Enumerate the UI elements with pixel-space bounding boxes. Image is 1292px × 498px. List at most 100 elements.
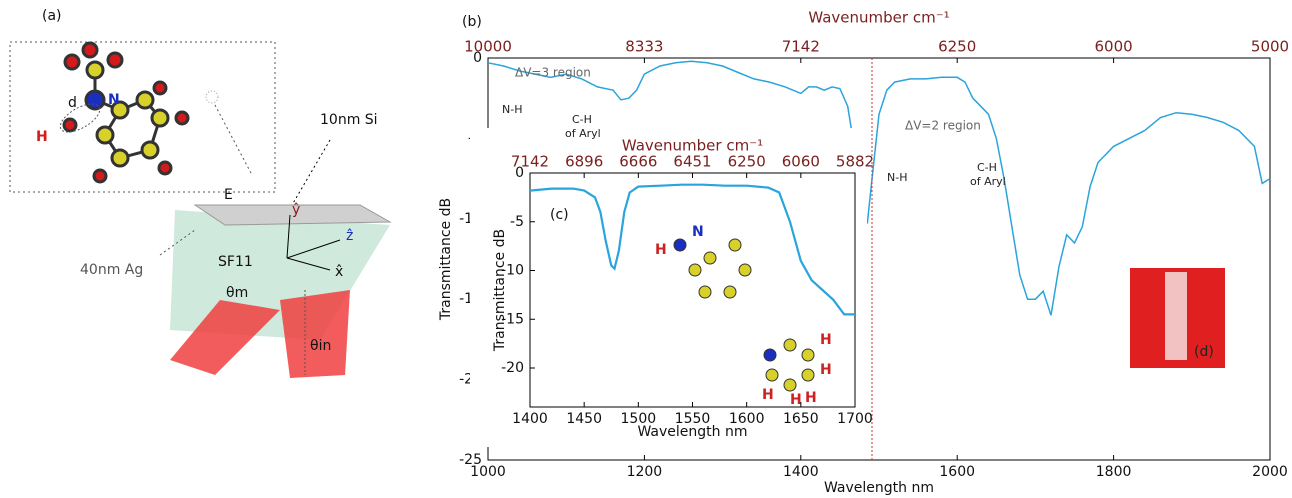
atom-label: H [762,387,774,403]
atom [783,338,797,352]
molecule [673,238,815,392]
atom [765,368,779,382]
pointer [159,229,196,256]
atom-label: H [805,390,817,406]
pointer [291,139,331,206]
axis-label: ẑ [346,228,353,244]
atom-label: H [36,129,48,145]
x2-tick-label: 6666 [619,153,657,171]
layer-label: 40nm Ag [80,262,143,278]
x-tick-label: 2000 [1252,464,1288,480]
y-tick-label: 0 [515,165,524,181]
axis-label: ŷ [292,202,300,218]
annotation: N-H [502,103,522,116]
x-tick-label: 1650 [783,411,819,427]
annotations: ΔV=3 region N-H C-H of Aryl ΔV=2 region … [502,58,1225,460]
x-axis-label: Wavelength nm [637,424,747,440]
line-series [529,183,855,316]
y-tick-label: -20 [501,360,524,376]
panel-label: (c) [550,207,569,223]
inset-chart: 1400 1450 1500 1550 1600 1650 1700 7142 6896 6666… [470,128,874,447]
atom [738,263,752,277]
annotation: ΔV=2 region [905,119,981,133]
atom [673,238,687,252]
bond-ellipse [59,103,101,133]
angle-label: θm [226,285,248,301]
annotation: of Aryl [565,127,601,140]
x-tick-label: 1600 [939,464,975,480]
x2-tick-label: 6000 [1095,38,1133,56]
x-tick-label: 1500 [621,411,657,427]
slab [193,204,392,226]
x2-tick-label: 6250 [728,153,766,171]
x2-tick-label: 5000 [1251,38,1289,56]
axis-arrow [286,239,341,259]
annotation: ΔV=3 region [515,66,591,80]
x-tick-label: 1400 [512,411,548,427]
x2-tick-label: 7142 [511,153,549,171]
x-tick-label: 1000 [470,464,506,480]
y-axis-label: Transmittance dB [438,198,454,321]
line-series [487,60,1271,316]
x-tick-label: 1400 [783,464,819,480]
panel-a: (a) d N H E 10nm Si 40nm Ag S [9,8,392,378]
y-axis-label: Transmittance dB [492,229,508,352]
field-label: E [224,187,233,203]
panel-label: (b) [462,14,482,30]
y-tick-label: -10 [501,263,524,279]
annotation: C-H [977,161,997,174]
x2-tick-label: 6896 [565,153,603,171]
y-tick-label: 0 [473,50,482,66]
x-tick-label: 1450 [566,411,602,427]
y-tick-label: -25 [459,452,482,468]
atom-label: H [820,332,832,348]
x2-tick-label: 6451 [673,153,711,171]
axis-arrow [286,214,291,259]
beam [280,290,350,378]
axis-label: x̂ [335,264,343,280]
atom-label: N [692,224,704,240]
prism-label: SF11 [218,254,253,270]
atom [801,348,815,362]
atom [723,285,737,299]
x2-tick-label: 6250 [938,38,976,56]
atom [763,348,777,362]
x-tick-label: 1550 [675,411,711,427]
inset-background [470,128,867,447]
axis-arrow [286,257,331,271]
dipole-label: d [68,95,77,111]
y-tick-label: -15 [501,311,524,327]
inset-box [9,41,276,193]
atom-label: H [820,362,832,378]
atom [688,263,702,277]
x-tick-label: 1200 [627,464,663,480]
x2-axis-label: Wavenumber cm⁻¹ [808,9,949,27]
atom-label: N [108,92,120,108]
atom [703,251,717,265]
zoom-line [214,104,253,176]
x2-axis-label: Wavenumber cm⁻¹ [622,137,763,155]
annotation: C-H [572,113,592,126]
beam [170,300,280,375]
atom [698,285,712,299]
annotation: of Aryl [970,175,1006,188]
photo-pillar [1165,272,1187,360]
x-axis-label: Wavelength nm [824,480,934,496]
x2-tick-label: 7142 [782,38,820,56]
atom-label: H [655,242,667,258]
x2-tick-label: 6060 [782,153,820,171]
x-tick-label: 1700 [837,411,873,427]
x2-tick-label: 8333 [625,38,663,56]
atom [783,378,797,392]
annotation: N-H [887,171,907,184]
atom-label: H [790,392,802,408]
x-tick-label: 1800 [1096,464,1132,480]
atom [801,368,815,382]
x2-tick-label: 10000 [464,38,512,56]
zoom-marker [205,90,219,104]
atom [728,238,742,252]
x-tick-label: 1600 [729,411,765,427]
panel-label: (a) [42,8,62,24]
x2-tick-label: 5882 [836,153,874,171]
